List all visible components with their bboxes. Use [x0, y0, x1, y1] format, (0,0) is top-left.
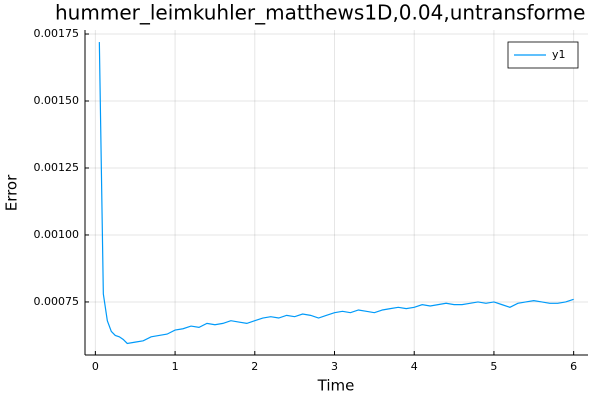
- y-tick-label: 0.00175: [34, 27, 80, 40]
- x-axis-label: Time: [317, 377, 355, 395]
- y-tick-label: 0.00150: [34, 94, 80, 107]
- y-tick-label: 0.00100: [34, 228, 80, 241]
- x-tick-label: 6: [570, 360, 577, 373]
- y-tick-label: 0.00075: [34, 295, 80, 308]
- x-tick-label: 4: [411, 360, 418, 373]
- y-axis-label: Error: [3, 174, 21, 211]
- data-line: [98, 42, 574, 345]
- x-tick-label: 1: [172, 360, 179, 373]
- chart-title: hummer_leimkuhler_matthews1D,0.04,untran…: [55, 1, 585, 25]
- x-tick-label: 3: [331, 360, 338, 373]
- x-tick-label: 2: [251, 360, 258, 373]
- x-tick-label: 0: [92, 360, 99, 373]
- x-tick-label: 5: [490, 360, 497, 373]
- legend-label: y1: [552, 48, 566, 61]
- y-tick-label: 0.00125: [34, 161, 80, 174]
